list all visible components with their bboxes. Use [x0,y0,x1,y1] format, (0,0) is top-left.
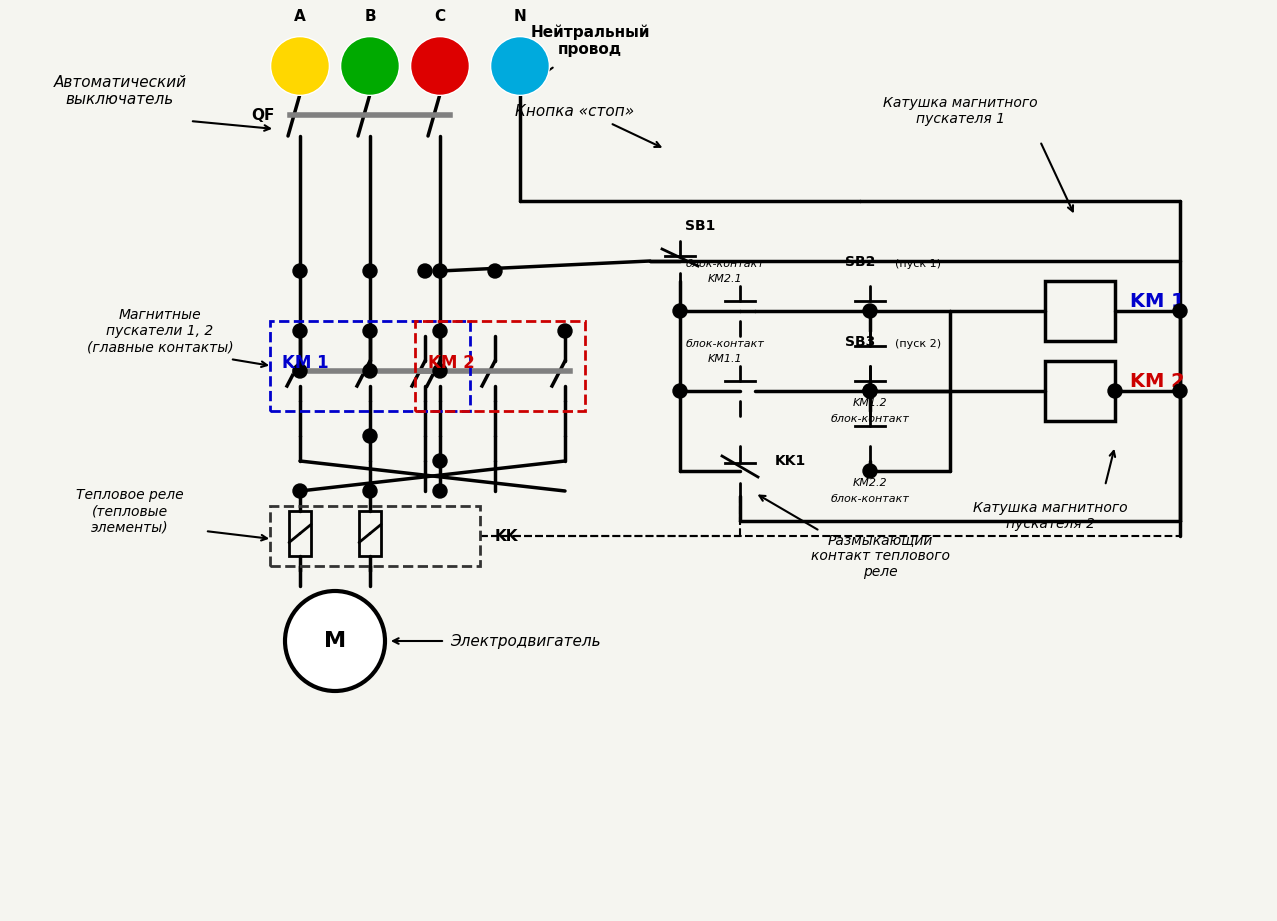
Circle shape [433,484,447,498]
Circle shape [418,264,432,278]
Circle shape [433,264,447,278]
Bar [415,321,585,411]
Circle shape [863,384,877,398]
Circle shape [488,264,502,278]
Text: KM1.2: KM1.2 [853,398,888,408]
Text: Катушка магнитного
пускателя 2: Катушка магнитного пускателя 2 [973,501,1128,531]
Text: (пуск 1): (пуск 1) [895,259,941,269]
Text: KK1: KK1 [775,454,806,468]
Circle shape [292,264,306,278]
Circle shape [863,464,877,478]
Text: Катушка магнитного
пускателя 1: Катушка магнитного пускателя 1 [882,96,1037,126]
Text: SB1: SB1 [684,219,715,233]
Circle shape [412,38,467,94]
Circle shape [292,324,306,338]
Text: B: B [364,9,375,24]
Circle shape [272,38,328,94]
Text: (пуск 2): (пуск 2) [895,339,941,349]
Text: A: A [294,9,306,24]
Circle shape [292,364,306,378]
Circle shape [363,429,377,443]
Text: Нейтральный
провод: Нейтральный провод [530,25,650,57]
Text: Кнопка «стоп»: Кнопка «стоп» [516,103,635,119]
Text: SB3: SB3 [845,335,875,349]
Circle shape [285,591,384,691]
Text: блок-контакт: блок-контакт [830,414,909,424]
Circle shape [1174,304,1188,318]
Circle shape [492,38,548,94]
Text: Автоматический
выключатель: Автоматический выключатель [54,75,186,107]
Bar [359,511,381,556]
Text: KM2.2: KM2.2 [853,478,888,488]
Text: KM 1: KM 1 [282,354,328,372]
Circle shape [363,364,377,378]
Text: Магнитные
пускатели 1, 2
(главные контакты): Магнитные пускатели 1, 2 (главные контак… [87,308,234,355]
Text: Электродвигатель: Электродвигатель [450,634,600,648]
Circle shape [1108,384,1122,398]
Text: KM1.1: KM1.1 [707,354,742,364]
Text: SB2: SB2 [845,255,875,269]
Text: KM 1: KM 1 [1130,292,1185,310]
Bar [269,321,470,411]
Circle shape [363,324,377,338]
Bar [289,511,312,556]
Circle shape [433,454,447,468]
Circle shape [433,324,447,338]
Text: QF: QF [252,108,275,122]
Text: блок-контакт: блок-контакт [686,259,765,269]
Circle shape [433,364,447,378]
Circle shape [673,384,687,398]
Bar [1045,281,1115,341]
Circle shape [292,484,306,498]
Text: блок-контакт: блок-контакт [830,494,909,504]
Text: Тепловое реле
(тепловые
элементы): Тепловое реле (тепловые элементы) [77,488,184,534]
Circle shape [558,324,572,338]
Text: M: M [324,631,346,651]
Circle shape [1174,384,1188,398]
Text: Размыкающий
контакт теплового
реле: Размыкающий контакт теплового реле [811,533,950,579]
Circle shape [673,304,687,318]
Circle shape [363,484,377,498]
Text: KM2.1: KM2.1 [707,274,742,284]
Circle shape [342,38,398,94]
Text: C: C [434,9,446,24]
Text: KK: KK [495,529,518,543]
Text: N: N [513,9,526,24]
Circle shape [863,304,877,318]
Text: блок-контакт: блок-контакт [686,339,765,349]
Text: KM 2: KM 2 [428,354,475,372]
Circle shape [863,384,877,398]
Text: KM 2: KM 2 [1130,371,1185,391]
Circle shape [363,264,377,278]
Bar [1045,361,1115,421]
Bar [269,506,480,566]
